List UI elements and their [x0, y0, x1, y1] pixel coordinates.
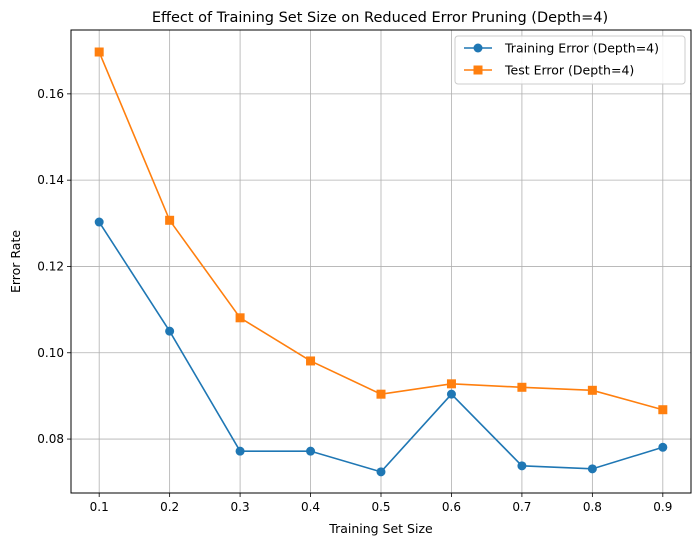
data-point-test: [165, 215, 175, 225]
x-tick-label: 0.9: [653, 500, 672, 514]
data-point-test: [658, 405, 668, 415]
data-point-test: [235, 313, 245, 323]
legend: Training Error (Depth=4) Test Error (Dep…: [454, 35, 686, 85]
x-tick-label: 0.3: [231, 500, 250, 514]
x-tick-label: 0.6: [442, 500, 461, 514]
x-axis: 0.1 0.2 0.3 0.4 0.5 0.6 0.7 0.8 0.9: [90, 493, 672, 514]
data-point-training: [94, 217, 104, 227]
x-tick-label: 0.5: [371, 500, 390, 514]
x-tick-label: 0.2: [160, 500, 179, 514]
x-tick-label: 0.4: [301, 500, 320, 514]
y-axis-label: Error Rate: [8, 230, 23, 293]
data-point-training: [658, 442, 668, 452]
data-point-test: [376, 389, 386, 399]
x-tick-label: 0.1: [90, 500, 109, 514]
y-tick-label: 0.08: [37, 432, 64, 446]
data-point-test: [446, 379, 456, 389]
legend-marker-training: [473, 43, 483, 53]
data-point-test: [517, 382, 527, 392]
data-point-training: [446, 389, 456, 399]
x-axis-label: Training Set Size: [328, 521, 433, 536]
y-axis: 0.08 0.10 0.12 0.14 0.16: [37, 87, 71, 446]
data-point-training: [165, 326, 175, 336]
legend-label-test: Test Error (Depth=4): [504, 63, 634, 78]
grid: [71, 30, 691, 493]
data-point-training: [587, 464, 597, 474]
x-tick-label: 0.7: [512, 500, 531, 514]
y-tick-label: 0.12: [37, 259, 64, 273]
data-point-training: [517, 461, 527, 471]
data-point-training: [306, 446, 316, 456]
legend-box: [454, 35, 686, 85]
chart-title: Effect of Training Set Size on Reduced E…: [152, 10, 608, 26]
data-point-test: [94, 47, 104, 57]
data-point-training: [376, 467, 386, 477]
series-layer: [94, 47, 668, 477]
data-point-test: [306, 356, 316, 366]
y-tick-label: 0.10: [37, 346, 64, 360]
legend-marker-test: [473, 65, 483, 75]
data-point-training: [235, 446, 245, 456]
legend-label-training: Training Error (Depth=4): [504, 41, 659, 56]
data-point-test: [587, 385, 597, 395]
x-tick-label: 0.8: [583, 500, 602, 514]
y-tick-label: 0.16: [37, 87, 64, 101]
y-tick-label: 0.14: [37, 173, 64, 187]
